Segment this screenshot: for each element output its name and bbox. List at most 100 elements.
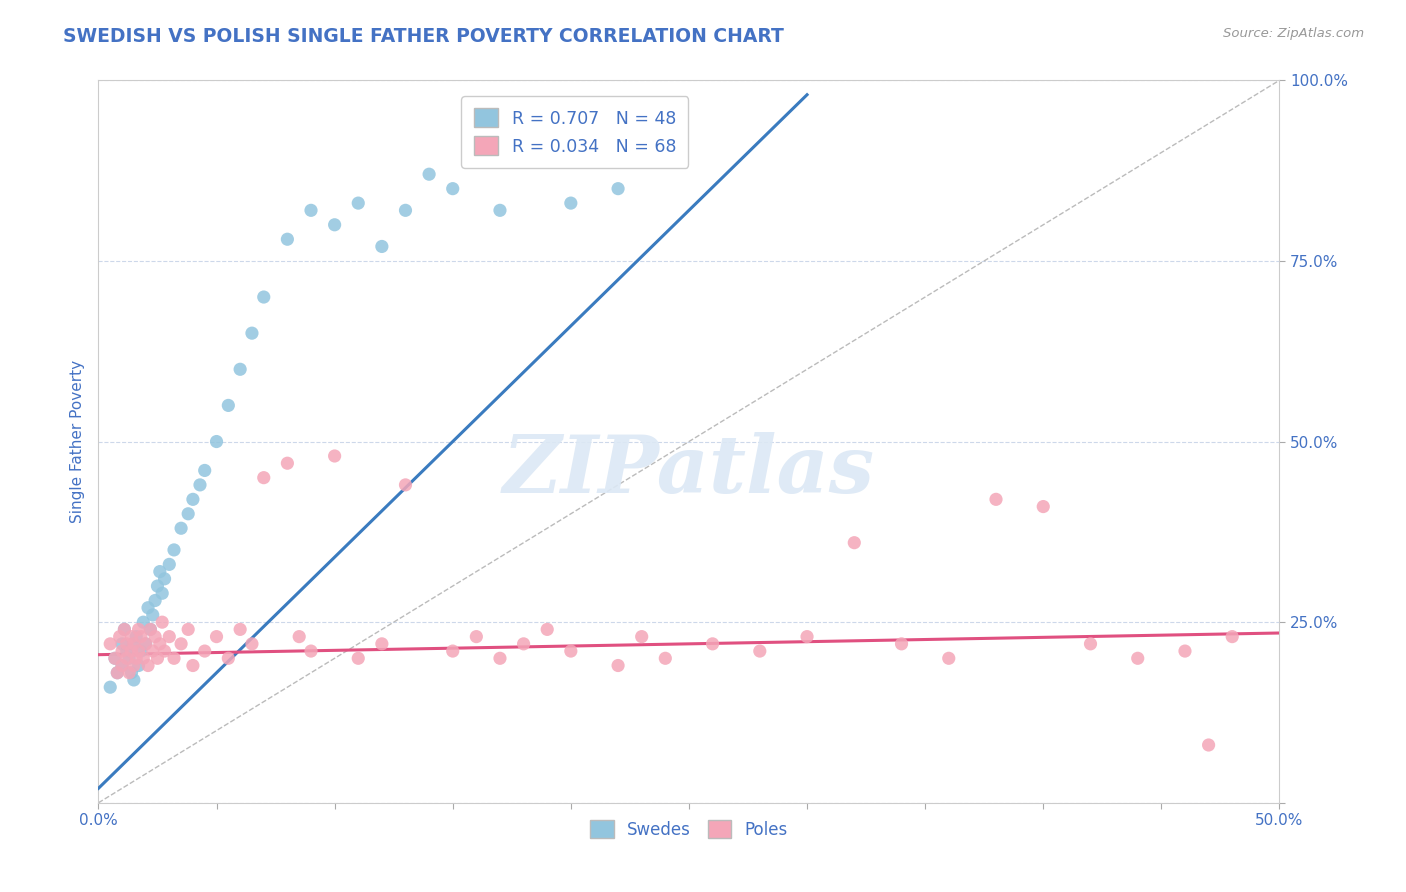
- Legend: Swedes, Poles: Swedes, Poles: [581, 810, 797, 848]
- Point: [105, 665, 128, 680]
- Point: [984, 492, 1007, 507]
- Point: [1126, 651, 1149, 665]
- Point: [371, 637, 394, 651]
- Point: [163, 651, 186, 665]
- Point: [136, 658, 159, 673]
- Point: [299, 644, 322, 658]
- Point: [394, 203, 416, 218]
- Point: [217, 651, 239, 665]
- Point: [181, 658, 204, 673]
- Point: [139, 623, 162, 637]
- Point: [205, 630, 228, 644]
- Point: [142, 607, 165, 622]
- Point: [153, 572, 176, 586]
- Point: [229, 623, 252, 637]
- Point: [122, 637, 145, 651]
- Point: [489, 651, 512, 665]
- Point: [1080, 637, 1102, 651]
- Point: [121, 644, 143, 658]
- Point: [323, 449, 346, 463]
- Point: [607, 182, 630, 196]
- Point: [112, 623, 135, 637]
- Point: [299, 203, 322, 218]
- Point: [240, 326, 263, 340]
- Point: [441, 182, 464, 196]
- Point: [607, 658, 630, 673]
- Point: [143, 593, 166, 607]
- Point: [129, 644, 152, 658]
- Point: [170, 637, 193, 651]
- Point: [465, 630, 488, 644]
- Point: [149, 637, 172, 651]
- Point: [702, 637, 724, 651]
- Text: ZIPatlas: ZIPatlas: [503, 432, 875, 509]
- Point: [630, 630, 652, 644]
- Point: [150, 586, 173, 600]
- Point: [98, 680, 121, 694]
- Point: [111, 658, 134, 673]
- Point: [194, 644, 217, 658]
- Point: [253, 290, 276, 304]
- Point: [240, 637, 263, 651]
- Point: [122, 673, 145, 687]
- Text: SWEDISH VS POLISH SINGLE FATHER POVERTY CORRELATION CHART: SWEDISH VS POLISH SINGLE FATHER POVERTY …: [63, 27, 785, 45]
- Point: [128, 644, 150, 658]
- Point: [143, 630, 166, 644]
- Point: [128, 658, 150, 673]
- Point: [108, 630, 131, 644]
- Point: [418, 167, 440, 181]
- Point: [157, 558, 180, 572]
- Point: [136, 600, 159, 615]
- Point: [323, 218, 346, 232]
- Point: [118, 665, 141, 680]
- Point: [177, 507, 200, 521]
- Point: [111, 637, 134, 651]
- Point: [371, 239, 394, 253]
- Point: [157, 630, 180, 644]
- Point: [489, 203, 512, 218]
- Point: [205, 434, 228, 449]
- Point: [796, 630, 818, 644]
- Point: [844, 535, 866, 549]
- Point: [142, 644, 165, 658]
- Point: [139, 623, 162, 637]
- Point: [121, 630, 143, 644]
- Point: [104, 651, 127, 665]
- Point: [128, 623, 150, 637]
- Point: [1198, 738, 1220, 752]
- Y-axis label: Single Father Poverty: Single Father Poverty: [69, 360, 84, 523]
- Point: [748, 644, 770, 658]
- Point: [122, 658, 145, 673]
- Point: [149, 565, 172, 579]
- Point: [441, 644, 464, 658]
- Point: [135, 637, 157, 651]
- Point: [146, 579, 169, 593]
- Point: [560, 644, 582, 658]
- Point: [465, 138, 488, 153]
- Point: [125, 630, 148, 644]
- Point: [188, 478, 211, 492]
- Point: [253, 470, 276, 484]
- Point: [104, 651, 127, 665]
- Point: [115, 651, 138, 665]
- Point: [122, 637, 145, 651]
- Point: [112, 623, 135, 637]
- Point: [132, 615, 155, 630]
- Point: [536, 623, 558, 637]
- Point: [105, 665, 128, 680]
- Point: [115, 637, 138, 651]
- Point: [98, 637, 121, 651]
- Point: [1220, 630, 1243, 644]
- Point: [111, 644, 134, 658]
- Point: [125, 651, 148, 665]
- Point: [938, 651, 960, 665]
- Point: [276, 232, 298, 246]
- Point: [288, 630, 311, 644]
- Point: [111, 658, 134, 673]
- Point: [135, 637, 157, 651]
- Point: [394, 478, 416, 492]
- Point: [347, 196, 370, 211]
- Point: [512, 637, 534, 651]
- Text: Source: ZipAtlas.com: Source: ZipAtlas.com: [1223, 27, 1364, 40]
- Point: [347, 651, 370, 665]
